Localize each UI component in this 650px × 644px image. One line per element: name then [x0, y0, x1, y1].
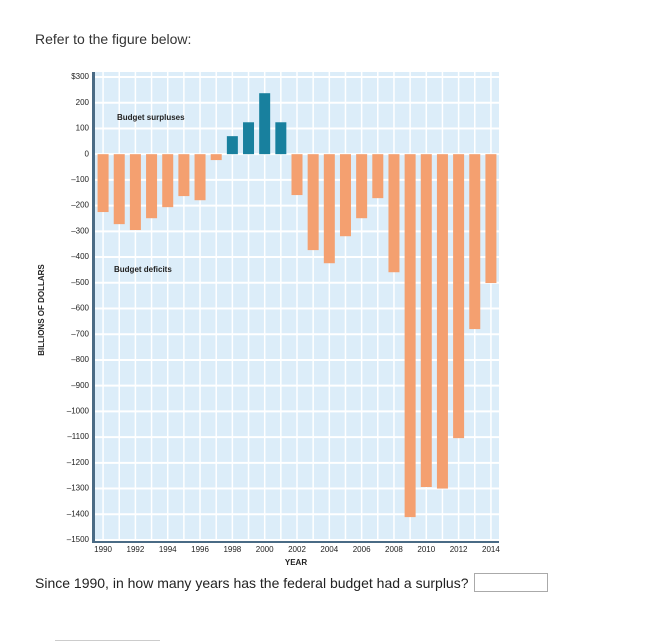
- axis-line: [92, 72, 95, 543]
- y-tick-label: –600: [71, 304, 89, 313]
- bar: [372, 154, 384, 199]
- axis-line: [92, 540, 499, 543]
- bar: [388, 154, 400, 273]
- bar: [339, 154, 351, 237]
- y-tick-label: –1400: [67, 509, 90, 518]
- y-tick-label: 200: [76, 98, 90, 107]
- y-tick-label: –800: [71, 355, 89, 364]
- y-tick-label: 0: [85, 149, 90, 158]
- y-tick-label: –300: [71, 226, 89, 235]
- bar: [113, 154, 125, 225]
- bar: [97, 154, 109, 213]
- y-tick-label: –700: [71, 329, 89, 338]
- bar: [210, 154, 222, 161]
- y-tick-label: $300: [71, 72, 89, 81]
- y-tick-label: –500: [71, 278, 89, 287]
- x-tick-label: 2006: [353, 545, 371, 554]
- bar: [259, 93, 271, 155]
- annotation: Budget deficits: [114, 265, 172, 274]
- x-tick-label: 1994: [159, 545, 177, 554]
- bar: [226, 136, 238, 155]
- x-tick-label: 2004: [320, 545, 338, 554]
- x-tick-label: 2014: [482, 545, 500, 554]
- bar: [194, 154, 206, 201]
- x-tick-label: 1990: [94, 545, 112, 554]
- y-tick-label: –400: [71, 252, 89, 261]
- y-tick-label: –1100: [67, 432, 89, 441]
- bar: [356, 154, 368, 219]
- y-axis-label: BILLIONS OF DOLLARS: [37, 264, 46, 356]
- y-tick-label: –1200: [67, 458, 90, 467]
- x-axis-label: YEAR: [285, 558, 307, 567]
- y-tick-label: –1000: [67, 406, 90, 415]
- bar: [485, 154, 497, 284]
- bar: [162, 154, 174, 208]
- bar: [178, 154, 190, 197]
- y-tick-label: –900: [71, 381, 89, 390]
- bar: [243, 122, 255, 155]
- bar: [404, 154, 416, 518]
- bar: [146, 154, 158, 219]
- x-tick-label: 1998: [223, 545, 241, 554]
- y-tick-label: 100: [76, 124, 90, 133]
- prompt: Refer to the figure below:: [35, 31, 192, 47]
- answer-input[interactable]: [474, 573, 548, 592]
- x-tick-label: 1992: [127, 545, 145, 554]
- y-tick-label: –100: [71, 175, 89, 184]
- bar: [436, 154, 448, 489]
- bar: [420, 154, 432, 488]
- bar: [323, 154, 335, 264]
- question: Since 1990, in how many years has the fe…: [35, 575, 469, 591]
- bar: [469, 154, 481, 330]
- y-tick-label: –200: [71, 201, 89, 210]
- bar: [307, 154, 319, 251]
- bar: [453, 154, 465, 439]
- bar: [275, 122, 287, 155]
- x-tick-label: 2000: [256, 545, 274, 554]
- bar: [291, 154, 303, 196]
- x-tick-label: 2012: [450, 545, 468, 554]
- x-tick-label: 2010: [417, 545, 435, 554]
- divider: [55, 640, 160, 641]
- bar: [129, 154, 141, 231]
- x-tick-label: 1996: [191, 545, 209, 554]
- chart: BILLIONS OF DOLLARS YEAR –1500 –1400 –1300…: [37, 72, 500, 567]
- y-tick-label: –1300: [67, 484, 90, 493]
- y-tick-label: –1500: [67, 535, 90, 544]
- annotation: Budget surpluses: [117, 113, 185, 122]
- x-tick-label: 2002: [288, 545, 306, 554]
- x-tick-label: 2008: [385, 545, 403, 554]
